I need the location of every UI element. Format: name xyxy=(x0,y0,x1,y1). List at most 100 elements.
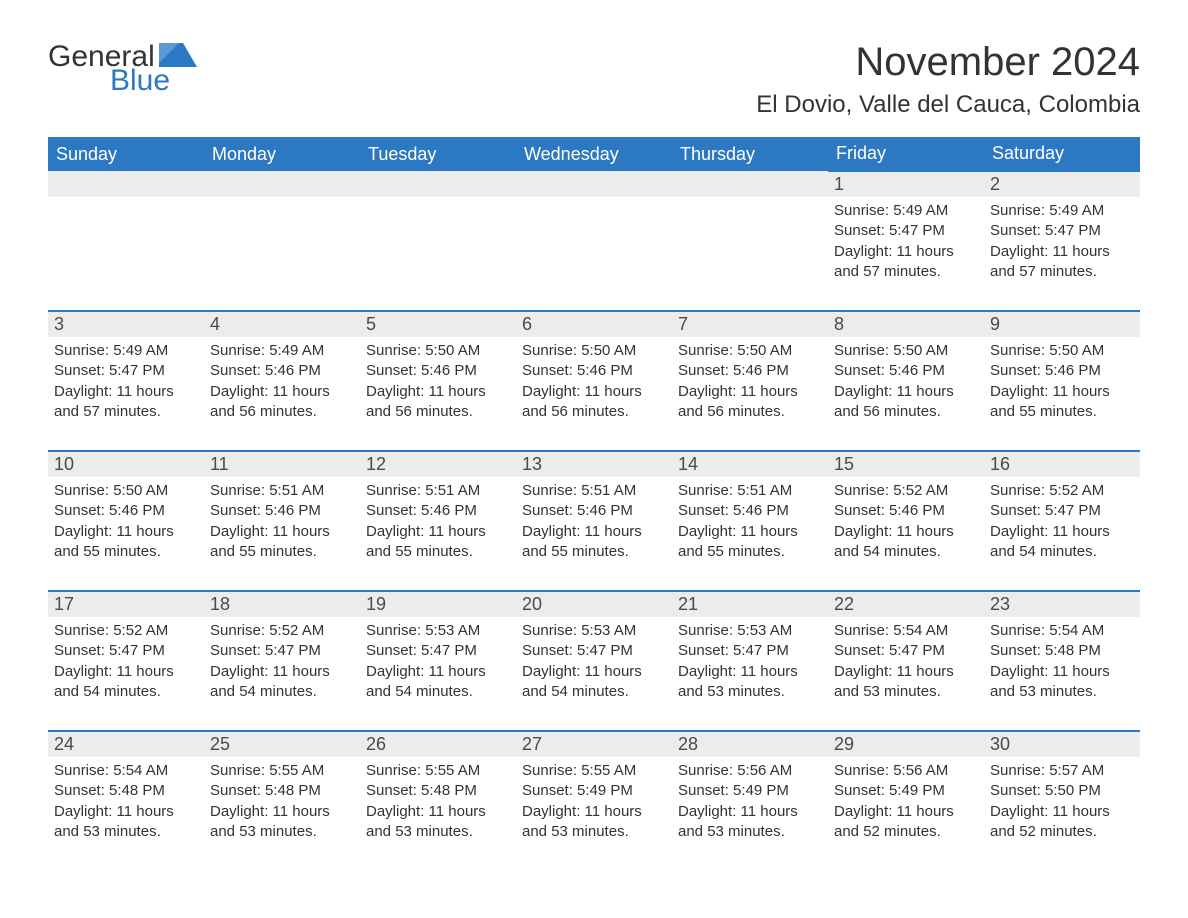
logo: General Blue xyxy=(48,40,197,98)
day-number: 25 xyxy=(204,732,360,757)
day-body: Sunrise: 5:51 AMSunset: 5:46 PMDaylight:… xyxy=(516,477,672,590)
weekday-header: Tuesday xyxy=(360,137,516,171)
sunrise-text: Sunrise: 5:51 AM xyxy=(366,481,510,501)
calendar-day-cell: 27Sunrise: 5:55 AMSunset: 5:49 PMDayligh… xyxy=(516,731,672,870)
day-number: 22 xyxy=(828,592,984,617)
sunrise-text: Sunrise: 5:50 AM xyxy=(678,341,822,361)
day-number: 24 xyxy=(48,732,204,757)
sunset-text: Sunset: 5:46 PM xyxy=(54,501,198,521)
sunset-text: Sunset: 5:49 PM xyxy=(834,781,978,801)
day-body: Sunrise: 5:51 AMSunset: 5:46 PMDaylight:… xyxy=(204,477,360,590)
calendar-day-cell xyxy=(204,171,360,311)
sunset-text: Sunset: 5:48 PM xyxy=(366,781,510,801)
sunset-text: Sunset: 5:46 PM xyxy=(678,361,822,381)
daylight-text: Daylight: 11 hours and 54 minutes. xyxy=(834,522,978,563)
calendar-day-cell: 3Sunrise: 5:49 AMSunset: 5:47 PMDaylight… xyxy=(48,311,204,451)
calendar-day-cell: 16Sunrise: 5:52 AMSunset: 5:47 PMDayligh… xyxy=(984,451,1140,591)
sunrise-text: Sunrise: 5:55 AM xyxy=(366,761,510,781)
day-number: 8 xyxy=(828,312,984,337)
day-body: Sunrise: 5:54 AMSunset: 5:48 PMDaylight:… xyxy=(984,617,1140,730)
daylight-text: Daylight: 11 hours and 53 minutes. xyxy=(678,662,822,703)
calendar-table: Sunday Monday Tuesday Wednesday Thursday… xyxy=(48,137,1140,870)
weekday-row: Sunday Monday Tuesday Wednesday Thursday… xyxy=(48,137,1140,171)
calendar-day-cell: 25Sunrise: 5:55 AMSunset: 5:48 PMDayligh… xyxy=(204,731,360,870)
day-number: 7 xyxy=(672,312,828,337)
day-number: 30 xyxy=(984,732,1140,757)
title-block: November 2024 El Dovio, Valle del Cauca,… xyxy=(756,40,1140,119)
empty-day-number xyxy=(48,171,204,197)
day-number: 26 xyxy=(360,732,516,757)
day-body: Sunrise: 5:53 AMSunset: 5:47 PMDaylight:… xyxy=(516,617,672,730)
day-body: Sunrise: 5:50 AMSunset: 5:46 PMDaylight:… xyxy=(360,337,516,450)
daylight-text: Daylight: 11 hours and 56 minutes. xyxy=(522,382,666,423)
sunset-text: Sunset: 5:47 PM xyxy=(366,641,510,661)
month-title: November 2024 xyxy=(756,40,1140,85)
calendar-day-cell: 29Sunrise: 5:56 AMSunset: 5:49 PMDayligh… xyxy=(828,731,984,870)
day-body: Sunrise: 5:55 AMSunset: 5:49 PMDaylight:… xyxy=(516,757,672,870)
empty-day-body xyxy=(48,197,204,287)
weekday-header: Thursday xyxy=(672,137,828,171)
calendar-day-cell: 14Sunrise: 5:51 AMSunset: 5:46 PMDayligh… xyxy=(672,451,828,591)
day-body: Sunrise: 5:51 AMSunset: 5:46 PMDaylight:… xyxy=(360,477,516,590)
calendar-day-cell: 17Sunrise: 5:52 AMSunset: 5:47 PMDayligh… xyxy=(48,591,204,731)
day-number: 12 xyxy=(360,452,516,477)
sunrise-text: Sunrise: 5:52 AM xyxy=(990,481,1134,501)
calendar-day-cell: 9Sunrise: 5:50 AMSunset: 5:46 PMDaylight… xyxy=(984,311,1140,451)
calendar-day-cell xyxy=(48,171,204,311)
sunrise-text: Sunrise: 5:49 AM xyxy=(54,341,198,361)
day-body: Sunrise: 5:56 AMSunset: 5:49 PMDaylight:… xyxy=(828,757,984,870)
day-number: 27 xyxy=(516,732,672,757)
daylight-text: Daylight: 11 hours and 57 minutes. xyxy=(54,382,198,423)
empty-day-number xyxy=(516,171,672,197)
calendar-day-cell: 4Sunrise: 5:49 AMSunset: 5:46 PMDaylight… xyxy=(204,311,360,451)
day-body: Sunrise: 5:50 AMSunset: 5:46 PMDaylight:… xyxy=(516,337,672,450)
day-body: Sunrise: 5:54 AMSunset: 5:47 PMDaylight:… xyxy=(828,617,984,730)
day-number: 29 xyxy=(828,732,984,757)
daylight-text: Daylight: 11 hours and 52 minutes. xyxy=(834,802,978,843)
daylight-text: Daylight: 11 hours and 56 minutes. xyxy=(834,382,978,423)
weekday-header: Saturday xyxy=(984,137,1140,171)
day-number: 5 xyxy=(360,312,516,337)
empty-day-body xyxy=(516,197,672,287)
sunset-text: Sunset: 5:46 PM xyxy=(522,361,666,381)
calendar-day-cell: 5Sunrise: 5:50 AMSunset: 5:46 PMDaylight… xyxy=(360,311,516,451)
calendar-week-row: 17Sunrise: 5:52 AMSunset: 5:47 PMDayligh… xyxy=(48,591,1140,731)
calendar-day-cell: 21Sunrise: 5:53 AMSunset: 5:47 PMDayligh… xyxy=(672,591,828,731)
day-body: Sunrise: 5:49 AMSunset: 5:46 PMDaylight:… xyxy=(204,337,360,450)
sunrise-text: Sunrise: 5:57 AM xyxy=(990,761,1134,781)
sunset-text: Sunset: 5:47 PM xyxy=(834,641,978,661)
calendar-day-cell xyxy=(360,171,516,311)
calendar-day-cell: 15Sunrise: 5:52 AMSunset: 5:46 PMDayligh… xyxy=(828,451,984,591)
daylight-text: Daylight: 11 hours and 53 minutes. xyxy=(210,802,354,843)
daylight-text: Daylight: 11 hours and 55 minutes. xyxy=(54,522,198,563)
day-body: Sunrise: 5:49 AMSunset: 5:47 PMDaylight:… xyxy=(828,197,984,310)
day-body: Sunrise: 5:53 AMSunset: 5:47 PMDaylight:… xyxy=(360,617,516,730)
daylight-text: Daylight: 11 hours and 55 minutes. xyxy=(366,522,510,563)
daylight-text: Daylight: 11 hours and 53 minutes. xyxy=(54,802,198,843)
sunset-text: Sunset: 5:46 PM xyxy=(210,501,354,521)
calendar-day-cell: 22Sunrise: 5:54 AMSunset: 5:47 PMDayligh… xyxy=(828,591,984,731)
header: General Blue November 2024 El Dovio, Val… xyxy=(48,40,1140,119)
calendar-day-cell: 20Sunrise: 5:53 AMSunset: 5:47 PMDayligh… xyxy=(516,591,672,731)
sunrise-text: Sunrise: 5:50 AM xyxy=(522,341,666,361)
sunset-text: Sunset: 5:46 PM xyxy=(366,361,510,381)
sunrise-text: Sunrise: 5:52 AM xyxy=(210,621,354,641)
calendar-day-cell: 6Sunrise: 5:50 AMSunset: 5:46 PMDaylight… xyxy=(516,311,672,451)
daylight-text: Daylight: 11 hours and 53 minutes. xyxy=(366,802,510,843)
calendar-day-cell xyxy=(516,171,672,311)
sunrise-text: Sunrise: 5:53 AM xyxy=(678,621,822,641)
sunrise-text: Sunrise: 5:54 AM xyxy=(990,621,1134,641)
daylight-text: Daylight: 11 hours and 56 minutes. xyxy=(366,382,510,423)
sunset-text: Sunset: 5:48 PM xyxy=(990,641,1134,661)
day-number: 13 xyxy=(516,452,672,477)
calendar-week-row: 24Sunrise: 5:54 AMSunset: 5:48 PMDayligh… xyxy=(48,731,1140,870)
daylight-text: Daylight: 11 hours and 54 minutes. xyxy=(990,522,1134,563)
day-number: 1 xyxy=(828,172,984,197)
sunset-text: Sunset: 5:47 PM xyxy=(210,641,354,661)
daylight-text: Daylight: 11 hours and 54 minutes. xyxy=(210,662,354,703)
calendar-day-cell: 30Sunrise: 5:57 AMSunset: 5:50 PMDayligh… xyxy=(984,731,1140,870)
sunset-text: Sunset: 5:46 PM xyxy=(210,361,354,381)
sunset-text: Sunset: 5:47 PM xyxy=(54,361,198,381)
calendar-day-cell: 13Sunrise: 5:51 AMSunset: 5:46 PMDayligh… xyxy=(516,451,672,591)
daylight-text: Daylight: 11 hours and 57 minutes. xyxy=(990,242,1134,283)
